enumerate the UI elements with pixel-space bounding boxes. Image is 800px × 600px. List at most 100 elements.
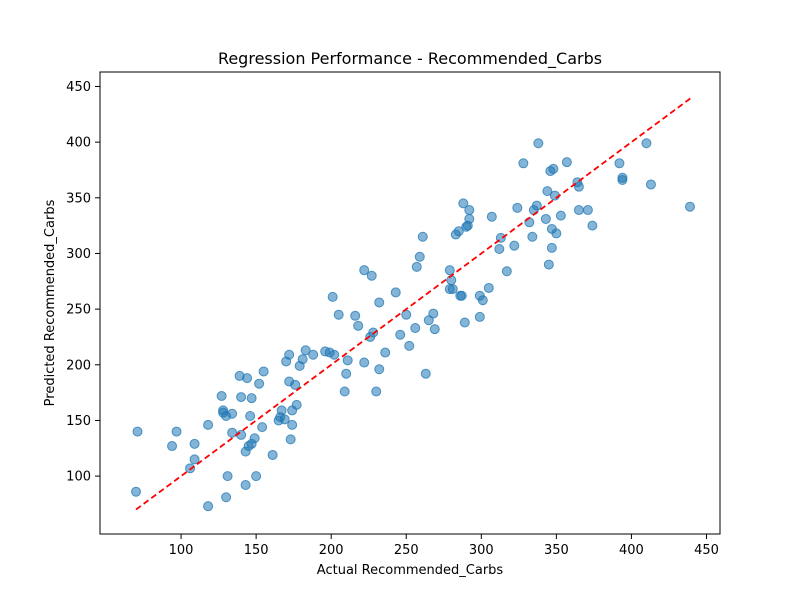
data-point-98 (486, 211, 497, 222)
data-point-112 (543, 259, 554, 270)
data-point-76 (420, 368, 431, 379)
y-tick-label-400: 400 (66, 136, 91, 151)
data-point-104 (518, 158, 529, 169)
x-tick-label-350: 350 (544, 543, 569, 558)
data-point-73 (411, 261, 422, 272)
data-point-29 (254, 378, 265, 389)
data-point-102 (509, 240, 520, 251)
data-point-111 (542, 186, 553, 197)
data-point-14 (221, 492, 232, 503)
data-point-13 (222, 471, 233, 482)
x-tick-label-200: 200 (319, 543, 344, 558)
data-point-123 (573, 181, 584, 192)
data-point-93 (464, 205, 475, 216)
data-point-69 (395, 329, 406, 340)
data-point-46 (297, 354, 308, 365)
data-point-129 (641, 138, 652, 149)
data-point-58 (353, 320, 364, 331)
y-tick-label-200: 200 (66, 358, 91, 373)
perfect-prediction-line (135, 96, 693, 511)
x-tick-label-100: 100 (169, 543, 194, 558)
data-point-57 (350, 310, 361, 321)
data-point-70 (401, 309, 412, 320)
plot-area-frame (99, 71, 721, 535)
y-axis-ticks: 100 150 200 250 300 350 400 450 (66, 80, 100, 485)
reference-line-layer (135, 96, 693, 511)
data-point-7 (203, 419, 214, 430)
x-tick-label-300: 300 (469, 543, 494, 558)
data-point-103 (512, 202, 523, 213)
data-point-97 (483, 282, 494, 293)
data-point-65 (374, 364, 385, 375)
data-point-130 (645, 179, 656, 190)
data-point-1 (132, 426, 143, 437)
y-tick-label-100: 100 (66, 470, 91, 485)
data-point-27 (249, 433, 260, 444)
data-point-67 (380, 347, 391, 358)
y-tick-label-150: 150 (66, 414, 91, 429)
data-point-108 (531, 200, 542, 211)
data-point-9 (216, 390, 227, 401)
x-tick-label-450: 450 (694, 543, 719, 558)
data-point-47 (300, 345, 311, 356)
data-point-80 (444, 265, 455, 276)
chart-title: Regression Performance - Recommended_Car… (218, 49, 602, 69)
data-point-5 (189, 454, 200, 465)
data-point-56 (342, 355, 353, 366)
data-point-3 (171, 426, 182, 437)
data-point-131 (684, 201, 695, 212)
y-tick-label-450: 450 (66, 80, 91, 95)
data-point-126 (614, 158, 625, 169)
data-point-85 (453, 226, 464, 237)
data-point-59 (359, 357, 370, 368)
data-point-96 (477, 295, 488, 306)
data-point-101 (501, 266, 512, 277)
data-point-36 (279, 414, 290, 425)
data-point-2 (167, 441, 178, 452)
data-point-48 (308, 349, 319, 360)
data-point-31 (258, 366, 269, 377)
data-point-24 (245, 411, 256, 421)
data-point-124 (582, 205, 593, 216)
data-point-6 (189, 438, 200, 449)
data-point-60 (359, 265, 370, 276)
data-point-32 (267, 449, 278, 460)
data-point-82 (446, 275, 457, 286)
y-tick-label-300: 300 (66, 247, 91, 262)
data-point-88 (458, 198, 469, 209)
data-point-51 (327, 291, 338, 302)
data-point-119 (555, 210, 566, 221)
data-point-115 (546, 242, 557, 253)
data-point-15 (227, 427, 238, 438)
data-point-39 (284, 349, 295, 360)
data-point-125 (587, 220, 598, 231)
data-point-16 (227, 408, 238, 419)
data-points (131, 138, 695, 512)
x-tick-label-400: 400 (619, 543, 644, 558)
data-point-79 (429, 324, 440, 335)
data-point-120 (561, 157, 572, 168)
data-point-122 (573, 205, 584, 216)
data-point-78 (428, 308, 439, 319)
data-point-55 (341, 368, 352, 379)
data-point-72 (410, 323, 421, 334)
data-point-30 (257, 422, 268, 433)
data-point-118 (551, 228, 562, 239)
data-point-53 (333, 309, 344, 320)
data-point-75 (417, 231, 428, 242)
x-tick-label-250: 250 (394, 543, 419, 558)
data-point-8 (203, 501, 214, 512)
data-point-26 (246, 393, 257, 404)
data-point-109 (533, 138, 544, 149)
data-point-35 (276, 405, 287, 416)
data-point-0 (131, 486, 142, 497)
data-point-89 (459, 317, 470, 328)
data-point-95 (474, 311, 485, 322)
data-point-52 (329, 349, 340, 360)
data-point-22 (242, 373, 253, 384)
data-point-74 (414, 251, 425, 262)
x-tick-label-150: 150 (244, 543, 269, 558)
data-point-128 (617, 174, 628, 185)
data-point-28 (251, 471, 262, 482)
